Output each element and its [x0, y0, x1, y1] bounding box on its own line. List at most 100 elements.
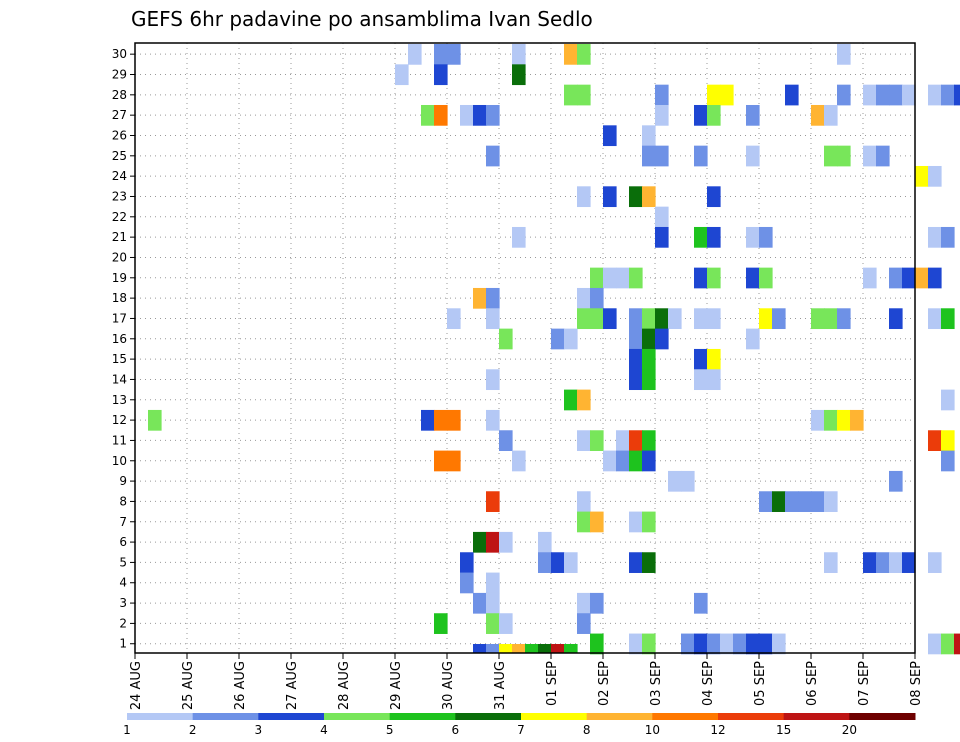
x-tick-label: 07 SEP: [857, 661, 872, 706]
ensemble-cell: [395, 64, 409, 86]
ensemble-cell: [434, 64, 448, 86]
ensemble-cell: [655, 145, 669, 167]
colorbar-label: 2: [189, 723, 197, 737]
ensemble-cell: [629, 328, 643, 350]
ensemble-cell: [408, 44, 422, 65]
ensemble-cell: [629, 450, 643, 472]
ensemble-cell: [798, 491, 812, 512]
ensemble-cell: [499, 613, 513, 634]
ensemble-cell: [629, 430, 643, 451]
ensemble-cell: [473, 104, 487, 126]
ensemble-cell: [629, 308, 643, 330]
ensemble-cell: [707, 308, 721, 330]
x-tick-label: 06 SEP: [805, 661, 820, 706]
colorbar-segment: [718, 713, 785, 720]
ensemble-cell: [473, 287, 487, 309]
ensemble-cell: [486, 572, 500, 594]
ensemble-cell: [902, 84, 916, 106]
ensemble-cell: [707, 348, 721, 370]
colorbar-label: 3: [255, 723, 263, 737]
ensemble-cell: [447, 308, 461, 330]
ensemble-cell: [707, 104, 721, 126]
ensemble-cell: [486, 531, 500, 553]
ensemble-cell: [603, 125, 617, 147]
ensemble-cell: [863, 84, 877, 106]
colorbar-segment: [586, 713, 653, 720]
ensemble-cell: [941, 633, 955, 655]
plot-frame: [134, 42, 916, 654]
y-tick-label: 7: [119, 515, 127, 529]
ensemble-cell: [759, 633, 773, 655]
ensemble-cell: [577, 613, 591, 634]
ensemble-cell: [642, 633, 656, 655]
ensemble-cell: [928, 552, 942, 573]
ensemble-cell: [603, 186, 617, 208]
ensemble-cell: [824, 145, 838, 167]
ensemble-cell: [655, 308, 669, 330]
colorbar-label: 15: [776, 723, 791, 737]
colorbar-segment: [849, 713, 916, 720]
y-tick-label: 23: [112, 189, 127, 203]
ensemble-cell: [642, 552, 656, 573]
ensemble-cell: [486, 145, 500, 167]
ensemble-cell: [694, 633, 708, 655]
colorbar-label: 8: [583, 723, 591, 737]
ensemble-cell: [889, 267, 903, 289]
ensemble-cell: [629, 633, 643, 655]
ensemble-cell: [837, 145, 851, 167]
ensemble-cell: [902, 267, 916, 289]
ensemble-cell: [668, 308, 682, 330]
ensemble-cell: [590, 633, 604, 655]
y-tick-label: 19: [112, 271, 127, 285]
x-tick-label: 02 SEP: [597, 661, 612, 706]
y-tick-label: 24: [112, 169, 127, 183]
ensemble-cell: [655, 104, 669, 126]
ensemble-cell: [434, 409, 448, 431]
ensemble-cell: [577, 44, 591, 65]
ensemble-cell: [876, 145, 890, 167]
ensemble-cell: [759, 491, 773, 512]
ensemble-cell: [707, 226, 721, 248]
y-tick-label: 3: [119, 596, 127, 610]
ensemble-cell: [590, 430, 604, 451]
y-tick-label: 22: [112, 210, 127, 224]
ensemble-cell: [629, 267, 643, 289]
ensemble-cell: [824, 491, 838, 512]
y-tick-label: 30: [112, 47, 127, 61]
ensemble-cell: [837, 308, 851, 330]
mean-strip-cell: [551, 644, 565, 653]
ensemble-cell: [590, 511, 604, 533]
ensemble-cell: [486, 613, 500, 634]
y-tick-label: 5: [119, 555, 127, 569]
ensemble-cell: [603, 450, 617, 472]
ensemble-cell: [915, 267, 929, 289]
ensemble-cell: [928, 267, 942, 289]
ensemble-cell: [928, 165, 942, 187]
x-tick-label: 05 SEP: [753, 661, 768, 706]
ensemble-cell: [889, 552, 903, 573]
ensemble-cell: [694, 104, 708, 126]
ensemble-cell: [577, 430, 591, 451]
ensemble-cell: [694, 267, 708, 289]
ensemble-cell: [629, 348, 643, 370]
ensemble-cell: [707, 369, 721, 391]
ensemble-cell: [486, 409, 500, 431]
ensemble-cell: [460, 104, 474, 126]
ensemble-cell: [694, 592, 708, 614]
y-tick-label: 12: [112, 413, 127, 427]
ensemble-cell: [889, 470, 903, 492]
ensemble-cell: [707, 633, 721, 655]
x-tick-label: 27 AUG: [285, 661, 300, 710]
x-tick-label: 08 SEP: [909, 661, 924, 706]
ensemble-cells: [148, 44, 960, 655]
ensemble-cell: [720, 84, 734, 106]
x-tick-label: 04 SEP: [701, 661, 716, 706]
ensemble-cell: [629, 369, 643, 391]
x-axis-ticks: 24 AUG 25 AUG 26 AUG 27 AUG 28 AUG 29 AUG 30 A…: [129, 653, 924, 710]
ensemble-cell: [941, 430, 955, 451]
y-axis-ticks: 1234567891011121314151617181920212223242…: [112, 47, 135, 651]
ensemble-cell: [616, 267, 630, 289]
ensemble-cell: [642, 145, 656, 167]
ensemble-cell: [603, 267, 617, 289]
y-tick-label: 2: [119, 616, 127, 630]
